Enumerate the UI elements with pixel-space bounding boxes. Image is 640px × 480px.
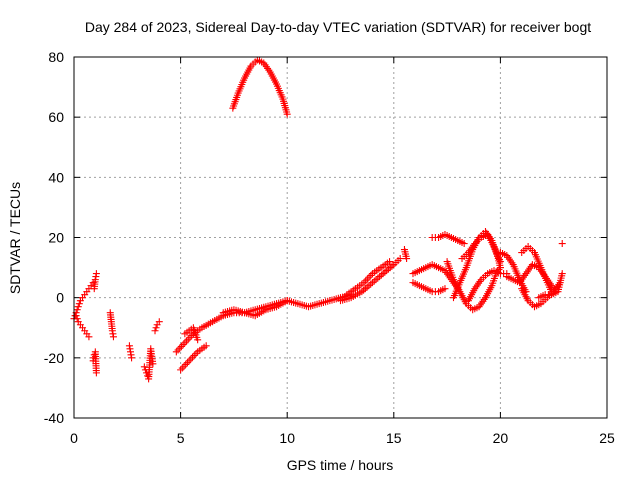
data-point [90,351,98,359]
series-arc-16-17h [409,279,449,296]
data-point [496,264,504,272]
plot-border [73,56,608,419]
series-arc-22.9h [558,240,566,248]
data-point [283,110,291,118]
data-point [109,333,117,341]
series-arc-12-15h [337,255,404,305]
data-point [377,271,385,279]
data-point [558,240,566,248]
data-point [202,342,210,350]
data-point [368,279,376,287]
series-arc-17-18h-top [428,230,468,248]
data-point [386,264,394,272]
data-point [403,255,411,263]
y-axis-label: SDTVAR / TECUs [7,182,23,294]
series-arc-1.7h [106,309,117,341]
data-point [74,303,82,311]
data-point [374,274,382,282]
series-arc-main-low [177,342,210,374]
y-tick-label: 60 [48,109,64,125]
data-point [388,262,396,270]
chart-title: Day 284 of 2023, Sidereal Day-to-day VTE… [85,19,591,35]
series-arc-16-18h [409,261,462,293]
data-point [149,360,157,368]
y-tick-label: 80 [48,49,64,65]
x-tick-labels: 0 5 10 15 20 25 [70,430,615,446]
y-tick-label: -40 [44,410,64,426]
data-point [384,265,392,273]
x-tick-label: 10 [279,430,295,446]
data-point [73,306,81,314]
y-tick-label: 40 [48,169,64,185]
data-point [155,318,163,326]
x-tick-label: 15 [386,430,402,446]
x-axis-label: GPS time / hours [287,457,394,473]
x-tick-label: 0 [70,430,78,446]
data-point [441,285,449,293]
data-points [70,56,566,383]
x-tick-label: 25 [599,430,615,446]
data-point [460,240,468,248]
data-point [496,258,504,266]
data-point [363,283,371,291]
series-arc-peak [229,56,291,118]
data-point [365,282,373,290]
data-point [360,286,368,294]
series-arc-3.9h [151,318,163,335]
data-point [558,270,566,278]
series-arc-20-21h [496,249,530,296]
y-tick-label: 20 [48,230,64,246]
data-point [396,255,404,263]
series-arc-loop-c [458,230,504,266]
data-point [128,354,136,362]
data-point [383,267,391,275]
data-point [85,333,93,341]
series-arc-5.6h [181,324,202,344]
data-point [361,285,369,293]
data-point [73,315,81,323]
data-point [194,336,202,344]
y-tick-labels: -40 -20 0 20 40 60 80 [44,49,64,426]
data-point [152,324,160,332]
data-point [144,372,152,380]
data-point [372,276,380,284]
data-point [386,258,394,266]
x-tick-label: 5 [177,430,185,446]
data-point [358,288,366,296]
series-arc-early-spike [90,270,100,293]
y-tick-label: -20 [44,350,64,366]
data-point [376,273,384,281]
data-point [151,327,159,335]
y-tick-label: 0 [56,290,64,306]
series-arc-19-20h [464,267,511,305]
data-point [381,268,389,276]
series-arc-early-low [72,312,93,341]
series-arc-3.5h [140,345,157,383]
series-arc-2.6h [125,342,136,362]
data-point [367,280,375,288]
data-point [92,369,100,377]
x-tick-label: 20 [493,430,509,446]
series-arc-13-15h [343,258,394,299]
data-point [75,300,83,308]
data-point [92,270,100,278]
data-point [379,270,387,278]
series-arc-15.5h [400,246,411,263]
series-arc-22-23h [535,270,566,302]
data-point [370,277,378,285]
series-arc-early-drop [89,348,100,377]
